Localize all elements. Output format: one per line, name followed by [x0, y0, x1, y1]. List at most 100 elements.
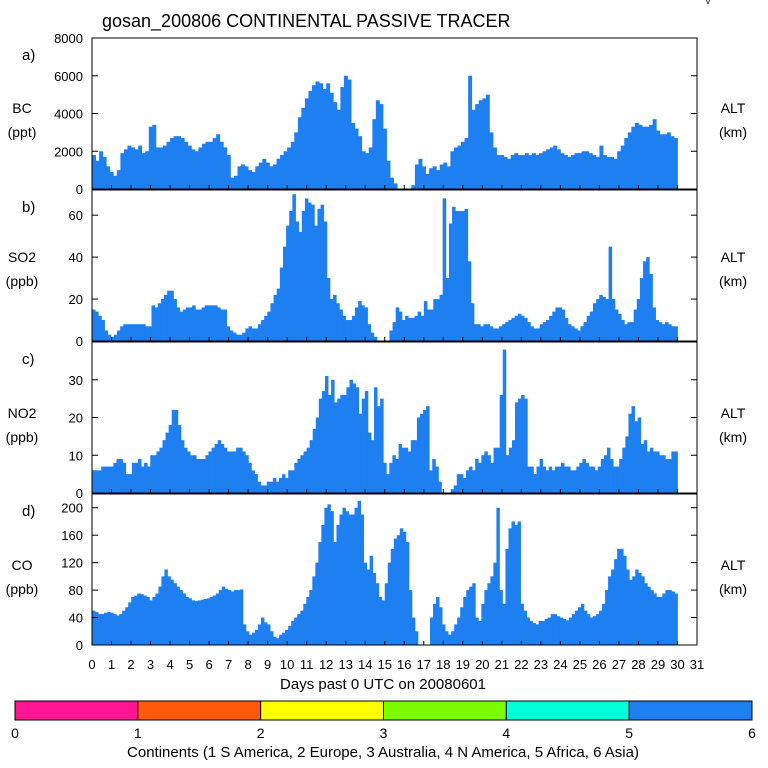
- bar: [351, 514, 355, 645]
- bar: [439, 607, 443, 645]
- bar: [245, 328, 249, 341]
- bar: [372, 119, 377, 189]
- bar: [395, 459, 399, 493]
- bar: [555, 307, 559, 341]
- bar: [641, 576, 645, 645]
- bar: [312, 428, 317, 493]
- bar: [287, 147, 292, 189]
- bar: [223, 147, 228, 189]
- bar: [358, 413, 363, 493]
- bar: [304, 198, 309, 341]
- bar: [177, 136, 182, 189]
- bar: [318, 542, 322, 645]
- bar: [538, 620, 543, 645]
- bar: [364, 391, 369, 493]
- bar: [535, 624, 540, 645]
- bar: [565, 620, 570, 645]
- bar: [168, 425, 173, 493]
- bar: [218, 590, 223, 645]
- bar: [269, 166, 274, 189]
- bar: [502, 324, 506, 341]
- bar: [528, 155, 533, 189]
- bar: [558, 307, 563, 341]
- bar: [315, 417, 320, 493]
- bar: [586, 614, 591, 645]
- bar: [564, 317, 569, 341]
- bar: [334, 402, 338, 493]
- bar: [606, 447, 611, 493]
- bar: [187, 451, 191, 493]
- bar: [614, 559, 618, 645]
- bar: [303, 603, 307, 645]
- bar: [536, 466, 540, 493]
- bar: [662, 455, 666, 493]
- x-tick-label: 0: [88, 657, 95, 672]
- bar: [461, 141, 465, 189]
- bar: [216, 134, 221, 189]
- panel-letter: a): [22, 47, 35, 64]
- bar: [592, 155, 597, 189]
- bar: [123, 324, 127, 341]
- bar: [518, 398, 522, 494]
- bar: [152, 124, 157, 189]
- panel-1: 0 2000 4000 6000 8000 a) BC (ppt) ALT (km): [8, 31, 747, 197]
- bar: [162, 440, 166, 493]
- bar: [289, 210, 293, 341]
- bar: [180, 440, 185, 493]
- bar: [327, 504, 331, 645]
- bar: [254, 629, 259, 645]
- bar: [482, 98, 487, 189]
- bar: [646, 257, 650, 341]
- bar: [95, 311, 99, 341]
- bar: [147, 466, 151, 493]
- bar: [567, 156, 572, 189]
- x-tick-label: 1: [108, 657, 115, 672]
- bar: [588, 153, 593, 189]
- bar: [505, 455, 510, 493]
- corner-mark: V: [705, 0, 711, 6]
- bar: [300, 610, 304, 645]
- bar: [463, 596, 467, 645]
- bar: [539, 459, 544, 493]
- bar: [442, 198, 447, 341]
- bar: [620, 548, 624, 645]
- bar: [280, 155, 285, 189]
- bar: [357, 500, 361, 645]
- bar: [308, 202, 312, 341]
- bar: [365, 153, 370, 189]
- bar: [272, 164, 277, 189]
- y-tick-label: 20: [69, 292, 83, 307]
- bar: [629, 579, 633, 645]
- x-tick-label: 25: [573, 657, 587, 672]
- bar: [273, 294, 278, 341]
- y-tick-label: 6000: [54, 69, 83, 84]
- bar: [389, 330, 393, 341]
- bar: [203, 599, 208, 645]
- bar: [484, 590, 488, 645]
- bar: [230, 591, 235, 645]
- bar: [267, 311, 271, 341]
- x-tick-label: 9: [264, 657, 271, 672]
- bar: [468, 75, 473, 189]
- bar: [642, 126, 646, 189]
- colorbar-segment: [628, 700, 753, 721]
- bar: [514, 153, 519, 189]
- bar: [294, 462, 298, 493]
- bar: [564, 466, 568, 493]
- bar: [634, 421, 639, 493]
- bar: [521, 394, 525, 493]
- bar: [312, 576, 316, 645]
- bar: [645, 126, 650, 189]
- bar: [426, 406, 430, 493]
- bar: [401, 447, 406, 493]
- bar: [179, 311, 184, 341]
- bar: [360, 514, 365, 645]
- bar: [262, 158, 267, 189]
- bar: [237, 166, 242, 189]
- bar: [127, 145, 132, 189]
- bar: [631, 126, 636, 189]
- bar: [496, 155, 501, 189]
- bar: [665, 459, 669, 493]
- bar: [577, 607, 582, 645]
